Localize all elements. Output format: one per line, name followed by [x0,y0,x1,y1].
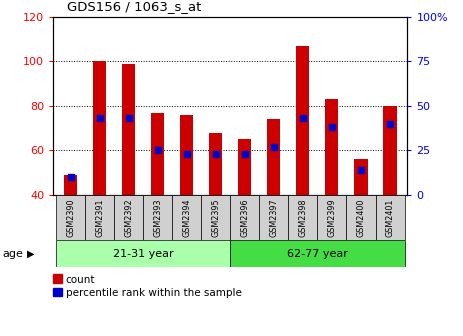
Text: GDS156 / 1063_s_at: GDS156 / 1063_s_at [67,0,201,13]
Legend: count, percentile rank within the sample: count, percentile rank within the sample [49,271,246,302]
Point [125,116,132,121]
Point [270,144,278,150]
Point [357,167,365,173]
Bar [56,195,85,240]
Text: GSM2398: GSM2398 [299,199,307,237]
Text: GSM2397: GSM2397 [269,199,278,237]
Bar [172,195,201,240]
Bar [201,195,231,240]
Text: 21-31 year: 21-31 year [113,249,174,259]
Text: GSM2393: GSM2393 [153,199,162,237]
Point [183,151,190,157]
Bar [114,195,143,240]
Text: age: age [2,249,23,259]
Bar [64,175,77,195]
Text: GSM2396: GSM2396 [240,199,250,237]
Bar [346,195,375,240]
Point [67,174,75,180]
Bar [325,99,338,195]
Text: GSM2399: GSM2399 [327,199,337,237]
Text: GSM2400: GSM2400 [357,199,365,237]
Text: GSM2392: GSM2392 [124,199,133,237]
Bar [143,195,172,240]
Bar [238,139,251,195]
Bar [85,195,114,240]
Point [299,116,307,121]
Bar [296,46,309,195]
Bar [375,195,405,240]
Bar [267,119,281,195]
Point [212,151,219,157]
Point [154,148,162,153]
Bar [318,195,346,240]
Bar [355,159,368,195]
Point [241,151,249,157]
Bar [288,195,318,240]
Point [386,121,394,126]
Text: GSM2401: GSM2401 [386,199,394,237]
Bar [259,195,288,240]
Bar [383,106,396,195]
Point [328,125,336,130]
Text: ▶: ▶ [27,249,34,259]
Text: 62-77 year: 62-77 year [287,249,348,259]
Text: GSM2391: GSM2391 [95,199,104,237]
Bar [122,64,135,195]
Bar [56,240,231,267]
Text: GSM2395: GSM2395 [211,199,220,237]
Bar [209,132,222,195]
Bar [231,240,405,267]
Bar [93,61,106,195]
Text: GSM2394: GSM2394 [182,199,191,237]
Bar [180,115,194,195]
Bar [151,113,164,195]
Text: GSM2390: GSM2390 [66,199,75,237]
Point [96,116,103,121]
Bar [231,195,259,240]
